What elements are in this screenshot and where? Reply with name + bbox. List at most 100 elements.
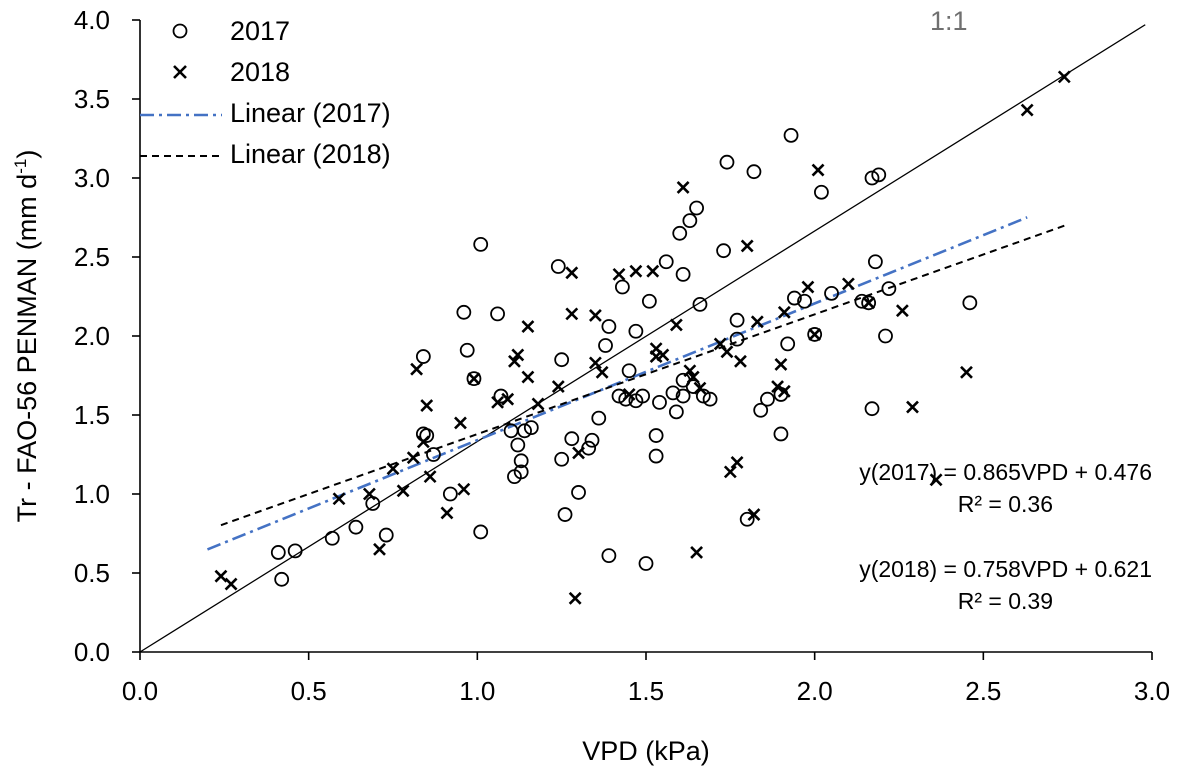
- point-2017: [611, 388, 627, 404]
- point-2017: [641, 293, 657, 309]
- point-2018: [690, 546, 704, 559]
- point-2018: [454, 416, 467, 430]
- point-2018: [595, 365, 609, 379]
- point-2018: [960, 365, 973, 379]
- point-2018: [750, 315, 764, 329]
- y-axis-title: Tr - FAO-56 PENMAN (mm d-1): [11, 150, 42, 523]
- fit-equations: y(2017) = 0.865VPD + 0.476 R² = 0.36 y(2…: [859, 459, 1152, 614]
- point-2017: [861, 295, 877, 311]
- point-2017: [628, 323, 644, 339]
- point-2017: [702, 391, 718, 407]
- point-2018: [734, 354, 747, 368]
- point-2018: [214, 569, 228, 583]
- point-2017: [719, 154, 735, 170]
- point-2017: [564, 431, 580, 447]
- point-2018: [224, 577, 238, 591]
- point-2017: [658, 254, 674, 270]
- point-2018: [386, 462, 400, 476]
- point-2017: [716, 243, 731, 259]
- y-tick-label: 3.0: [74, 163, 110, 193]
- point-2018: [440, 506, 454, 520]
- x-ticks: 0.0 0.5 1.0 1.5 2.0 2.5 3.0: [122, 652, 1170, 706]
- legend-marker-2017: [172, 23, 188, 39]
- point-2017: [753, 402, 769, 418]
- point-2017: [739, 511, 755, 527]
- point-2017: [473, 236, 489, 252]
- legend-marker-2018: [173, 65, 187, 79]
- point-2018: [723, 465, 737, 479]
- point-2017: [692, 296, 708, 312]
- x-tick-label: 2.0: [797, 676, 833, 706]
- point-2017: [415, 349, 431, 364]
- legend-label-2017: 2017: [230, 16, 290, 46]
- point-2018: [406, 451, 420, 465]
- x-tick-label: 1.0: [459, 676, 495, 706]
- point-2018: [740, 239, 754, 253]
- point-2017: [550, 259, 566, 274]
- point-2017: [378, 527, 394, 543]
- point-2017: [554, 352, 570, 368]
- x-tick-label: 1.5: [628, 676, 664, 706]
- point-2018: [1057, 70, 1071, 84]
- point-2018: [423, 470, 437, 484]
- point-2017: [601, 548, 617, 564]
- point-2018: [501, 392, 515, 406]
- y-tick-label: 1.5: [74, 400, 110, 430]
- point-2017: [591, 410, 607, 426]
- legend-label-linear-2018: Linear (2018): [230, 139, 391, 169]
- point-2018: [693, 381, 707, 395]
- point-2018: [457, 482, 471, 496]
- point-2017: [780, 336, 796, 352]
- y-tick-label: 0.0: [74, 637, 110, 667]
- point-2017: [797, 293, 812, 309]
- point-2017: [807, 327, 823, 342]
- y-axis-title-main: Tr - FAO-56 PENMAN (mm d: [12, 174, 42, 523]
- point-2018: [646, 264, 660, 278]
- y-axis-title-close: ): [12, 150, 42, 159]
- point-2017: [729, 312, 745, 328]
- point-2018: [420, 399, 434, 412]
- point-2017: [665, 385, 681, 401]
- point-2017: [787, 290, 802, 306]
- point-2018: [572, 446, 585, 460]
- point-2017: [324, 530, 340, 546]
- x-axis-title: VPD (kPa): [582, 736, 710, 766]
- point-2018: [777, 384, 791, 398]
- point-2017: [517, 423, 532, 439]
- point-2018: [531, 397, 545, 411]
- point-2017: [824, 285, 839, 301]
- point-2017: [557, 507, 573, 522]
- point-2017: [746, 164, 762, 180]
- point-2017: [614, 279, 630, 295]
- point-2017: [598, 338, 613, 353]
- point-2017: [635, 388, 651, 404]
- x-tick-label: 0.5: [291, 676, 327, 706]
- point-2017: [523, 420, 539, 436]
- point-2018: [777, 305, 791, 319]
- point-2018: [521, 320, 535, 333]
- equation-2018: y(2018) = 0.758VPD + 0.621: [859, 556, 1152, 582]
- point-2017: [871, 167, 887, 183]
- point-2017: [695, 388, 711, 404]
- point-2017: [419, 428, 435, 443]
- point-2018: [676, 181, 690, 194]
- point-2017: [466, 371, 482, 387]
- point-2018: [669, 318, 683, 332]
- point-2018: [1020, 103, 1034, 117]
- point-2018: [508, 354, 521, 368]
- reference-line-1-1: [139, 24, 1146, 653]
- point-2017: [442, 486, 458, 502]
- point-2018: [521, 370, 535, 384]
- point-2018: [771, 380, 784, 393]
- point-2018: [491, 395, 504, 409]
- point-2017: [473, 524, 489, 540]
- point-2017: [571, 485, 586, 500]
- y-tick-label: 2.5: [74, 242, 110, 272]
- y-tick-label: 0.5: [74, 558, 110, 588]
- point-2018: [686, 370, 700, 384]
- point-2017: [672, 225, 688, 241]
- point-2017: [864, 401, 880, 417]
- point-2017: [881, 281, 897, 297]
- point-2017: [584, 432, 600, 448]
